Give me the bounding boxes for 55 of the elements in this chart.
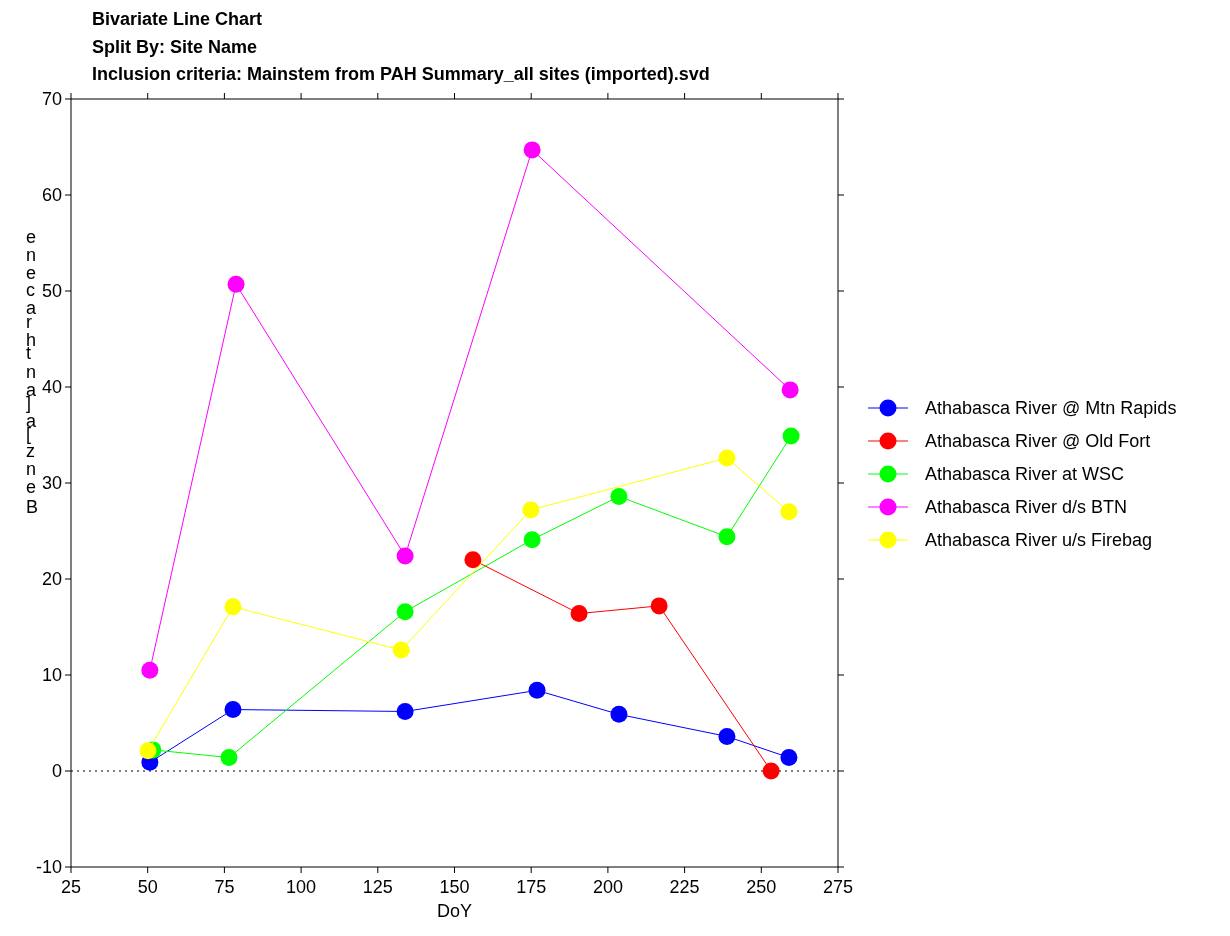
- y-tick-label: 50: [41, 281, 62, 301]
- chart-subtitle: Split By: Site Name Inclusion criteria: Mainstem from PAH Summary_all sites (imported).svd: [92, 37, 710, 84]
- point: [141, 661, 159, 679]
- y-tick-label: 10: [41, 665, 62, 685]
- point: [780, 503, 798, 521]
- point: [570, 605, 588, 623]
- x-tick-label: 150: [439, 877, 470, 897]
- point: [718, 727, 736, 745]
- x-tick-label: 75: [214, 877, 235, 897]
- point: [224, 701, 242, 719]
- point: [718, 449, 736, 467]
- point: [224, 598, 242, 616]
- y-tick-label: 0: [51, 761, 62, 781]
- y-tick-label: 30: [41, 473, 62, 493]
- point: [610, 487, 628, 505]
- chart-title: Bivariate Line Chart: [92, 9, 263, 29]
- x-tick-label: 100: [286, 877, 317, 897]
- point: [227, 275, 245, 293]
- x-tick-label: 50: [137, 877, 158, 897]
- point: [650, 597, 668, 615]
- point: [610, 705, 628, 723]
- legend-label: Athabasca River u/s Firebag: [925, 530, 1153, 550]
- point: [464, 551, 482, 569]
- point: [522, 501, 540, 519]
- legend-label: Athabasca River d/s BTN: [925, 497, 1128, 517]
- point: [718, 528, 736, 546]
- point: [780, 749, 798, 767]
- point: [782, 427, 800, 445]
- point: [396, 603, 414, 621]
- point: [762, 762, 780, 780]
- point: [396, 547, 414, 565]
- point: [220, 749, 238, 767]
- x-tick-label: 225: [669, 877, 700, 897]
- x-tick-label: 175: [516, 877, 547, 897]
- x-tick-label: 125: [362, 877, 393, 897]
- y-tick-label: 40: [41, 377, 62, 397]
- point: [528, 681, 546, 699]
- point: [392, 641, 410, 659]
- legend-label: Athabasca River @ Old Fort: [925, 431, 1151, 451]
- point: [523, 141, 541, 159]
- y-tick-label: 70: [41, 89, 62, 109]
- legend-label: Athabasca River @ Mtn Rapids: [925, 398, 1177, 418]
- legend-label: Athabasca River at WSC: [925, 464, 1125, 484]
- point: [523, 531, 541, 549]
- x-tick-label: 275: [822, 877, 854, 897]
- y-tick-label: 20: [41, 569, 62, 589]
- x-tick-label: 200: [592, 877, 623, 897]
- point: [781, 381, 799, 399]
- point: [139, 742, 157, 760]
- x-tick-label: 250: [746, 877, 777, 897]
- y-tick-label: -10: [35, 857, 62, 877]
- x-tick-label: 25: [60, 877, 82, 897]
- y-tick-label: 60: [41, 185, 62, 205]
- point: [396, 702, 414, 720]
- x-axis-title: DoY: [436, 901, 473, 921]
